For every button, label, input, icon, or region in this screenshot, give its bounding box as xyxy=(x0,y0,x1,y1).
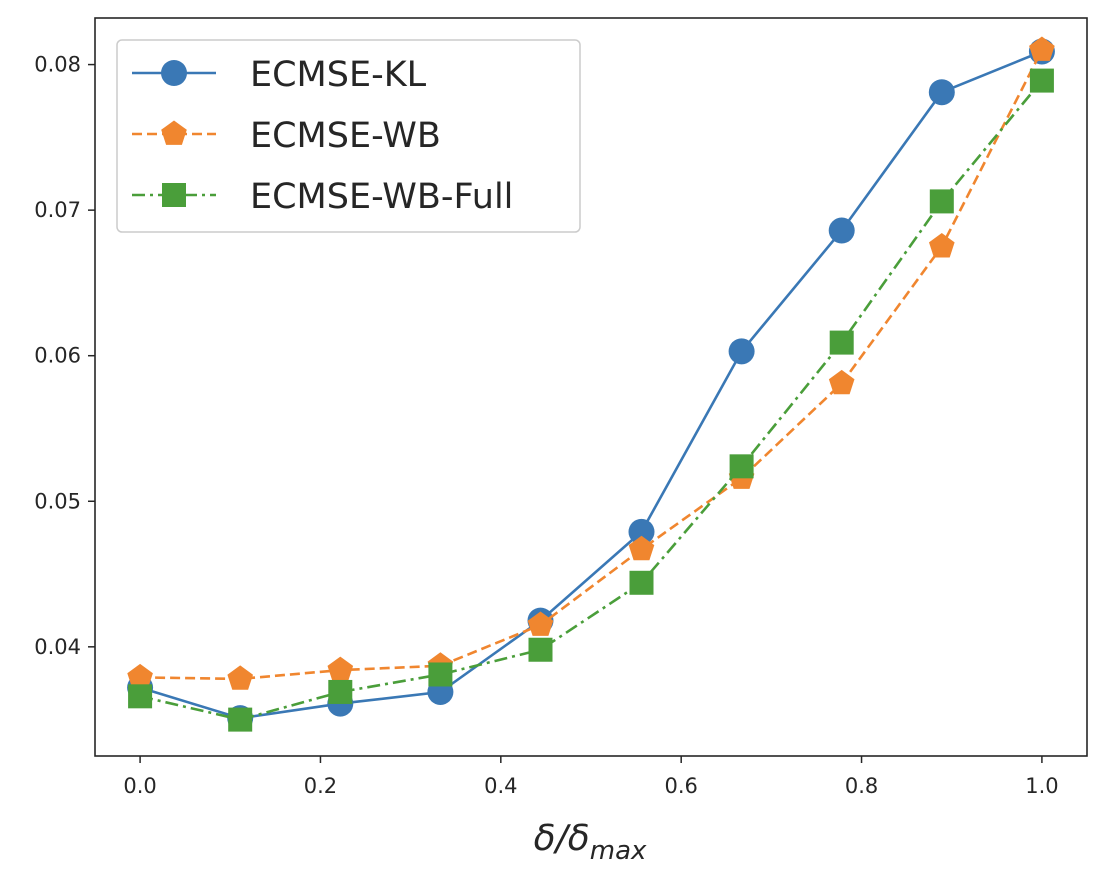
data-point xyxy=(829,330,854,355)
data-point xyxy=(327,656,354,681)
x-axis-label-subscript: max xyxy=(590,836,647,866)
data-point xyxy=(328,679,353,704)
legend-label: ECMSE-WB xyxy=(250,116,441,156)
legend-marker xyxy=(161,60,187,86)
x-axis-label: δ/δmax xyxy=(534,818,647,866)
y-tick-label: 0.06 xyxy=(34,344,81,368)
data-point xyxy=(929,189,954,214)
data-point xyxy=(428,662,453,687)
data-point xyxy=(728,338,755,365)
data-point xyxy=(127,663,153,689)
series-line xyxy=(139,50,1043,720)
data-point xyxy=(729,454,754,479)
legend-entry: ECMSE-WB-Full xyxy=(132,177,513,217)
data-point xyxy=(1029,36,1055,61)
series-line xyxy=(139,79,1043,721)
legend-label: ECMSE-KL xyxy=(250,55,427,95)
data-point xyxy=(628,535,655,561)
data-point xyxy=(828,369,855,395)
data-point xyxy=(527,611,554,636)
y-tick-label: 0.04 xyxy=(34,635,81,659)
data-point xyxy=(227,665,253,690)
y-tick-label: 0.07 xyxy=(34,198,81,222)
data-point xyxy=(629,570,654,595)
data-point xyxy=(1029,68,1054,93)
x-axis-label-main: δ/δ xyxy=(534,818,590,859)
y-tick-label: 0.05 xyxy=(34,489,81,513)
x-tick-label: 0.6 xyxy=(664,774,697,798)
data-point xyxy=(228,707,253,732)
data-point xyxy=(828,217,855,244)
x-tick-label: 0.2 xyxy=(304,774,337,798)
x-tick-label: 1.0 xyxy=(1025,774,1058,798)
y-tick-label: 0.08 xyxy=(34,53,81,77)
data-point xyxy=(929,233,955,258)
data-point xyxy=(928,79,955,106)
legend: ECMSE-KL ECMSE-WB ECMSE-WB-Full xyxy=(116,39,581,233)
legend-marker xyxy=(162,183,186,207)
series-line xyxy=(140,49,1044,681)
x-tick-label: 0.4 xyxy=(484,774,517,798)
data-point xyxy=(628,518,655,545)
data-point xyxy=(128,684,153,709)
legend-entry: ECMSE-WB xyxy=(132,116,441,156)
legend-box xyxy=(116,39,581,233)
x-tick-label: 0.0 xyxy=(123,774,156,798)
legend-label: ECMSE-WB-Full xyxy=(250,177,513,217)
legend-entry: ECMSE-KL xyxy=(132,55,427,95)
x-tick-label: 0.8 xyxy=(845,774,878,798)
data-point xyxy=(528,637,553,662)
legend-marker xyxy=(161,120,187,145)
series-3 xyxy=(128,68,1054,732)
